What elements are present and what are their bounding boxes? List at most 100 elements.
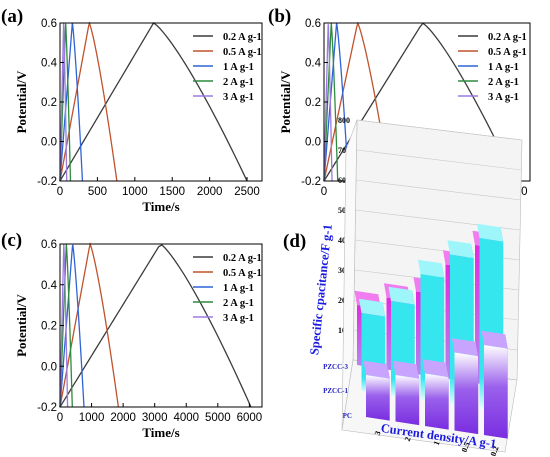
legend-entry-4: 3 A g-1 — [223, 313, 254, 324]
x-tick-label: 0 — [321, 186, 327, 198]
gcd-curve-0 — [59, 22, 248, 182]
panel-label: (d) — [283, 231, 306, 252]
z-tick-label: 500 — [338, 206, 350, 215]
row-label: PZCC-1 — [323, 387, 348, 395]
bar-top — [452, 338, 479, 357]
y-tick-label: 0.6 — [305, 18, 321, 30]
y-tick-label: -0.2 — [37, 402, 57, 414]
z-tick-label: 700 — [338, 146, 350, 155]
x-tick-label: 1000 — [122, 186, 148, 198]
gcd-curve-1 — [323, 21, 391, 182]
panel-a: (a) -0.2 0.0 0.2 0.4 0.6 0 500 1000 1500 2000 2500 T… — [1, 6, 263, 214]
legend-entry-3: 2 A g-1 — [223, 298, 254, 309]
y-tick-label: 0.4 — [41, 58, 58, 70]
panel-label: (a) — [1, 6, 23, 27]
x-tick-label: 6000 — [237, 412, 263, 424]
x-tick-label: 2500 — [234, 186, 260, 198]
category-tick-label: 2 — [403, 436, 413, 443]
legend-entry-1: 0.5 A g-1 — [223, 268, 262, 279]
legend-entry-3: 2 A g-1 — [488, 77, 519, 88]
gcd-curve-0 — [59, 244, 252, 408]
legend-entry-2: 1 A g-1 — [223, 62, 254, 73]
x-axis-title: Time/s — [142, 199, 179, 214]
panel-c: (c) -0.2 0.0 0.2 0.4 0.6 0 1000 2000 3000 4000 5000… — [1, 230, 263, 440]
category-tick-label: 1 — [432, 440, 442, 447]
row-label: PC — [343, 412, 352, 420]
x-tick-label: 1000 — [79, 412, 105, 424]
x-tick-label: 500 — [88, 186, 107, 198]
bar-top — [447, 240, 474, 259]
x-axis-title: Time/s — [142, 425, 179, 440]
gcd-curve-4 — [59, 22, 68, 182]
x-tick-label: 0 — [57, 412, 63, 424]
y-axis-title: Potential/V — [278, 70, 293, 133]
panel-label: (c) — [1, 230, 22, 251]
bar-top — [363, 360, 390, 379]
bar — [454, 352, 479, 435]
z-tick-label: 800 — [338, 116, 350, 125]
gridline — [356, 119, 523, 141]
y-tick-label: 0.6 — [41, 239, 57, 251]
panel-d: (d)0100200300400500600700800PCPZCC-1PZCC… — [283, 116, 523, 457]
y-tick-label: 0.4 — [41, 280, 58, 292]
y-tick-label: 0.6 — [41, 18, 57, 30]
legend-entry-0: 0.2 A g-1 — [223, 253, 262, 264]
legend-entry-2: 1 A g-1 — [488, 62, 519, 73]
legend-entry-1: 0.5 A g-1 — [488, 47, 527, 58]
legend-entry-1: 0.5 A g-1 — [223, 47, 262, 58]
bar-top — [393, 360, 420, 379]
y-tick-label: -0.2 — [37, 176, 57, 188]
gcd-curve-3 — [323, 23, 339, 182]
gcd-curve-3 — [59, 244, 73, 408]
panel-label: (b) — [268, 6, 291, 27]
legend-entry-3: 2 A g-1 — [223, 77, 254, 88]
bar-top — [418, 259, 445, 278]
bar-top — [388, 286, 415, 305]
bar — [425, 373, 449, 430]
gcd-curve-2 — [59, 22, 84, 182]
bar-top — [422, 359, 449, 378]
y-tick-label: 0.2 — [305, 97, 321, 109]
legend-entry-4: 3 A g-1 — [223, 92, 254, 103]
y-axis-title: Specific cpacitance/F g-1 — [307, 223, 335, 355]
legend-entry-2: 1 A g-1 — [223, 283, 254, 294]
row-label: PZCC-3 — [323, 363, 348, 371]
x-tick-label: 5000 — [205, 412, 231, 424]
category-tick-label: 0.5 — [460, 441, 472, 453]
legend-entry-4: 3 A g-1 — [488, 92, 519, 103]
bar-top — [481, 330, 508, 349]
category-tick-label: 3 — [373, 430, 383, 437]
x-tick-label: 0 — [57, 186, 63, 198]
category-tick-label: 0.2 — [489, 445, 501, 457]
legend-entry-0: 0.2 A g-1 — [488, 32, 527, 43]
gcd-curve-1 — [59, 242, 120, 408]
legend-entry-0: 0.2 A g-1 — [223, 32, 262, 43]
bar-top — [359, 298, 386, 317]
x-tick-label: 2000 — [197, 186, 223, 198]
bar-top — [477, 223, 504, 242]
y-tick-label: 0.2 — [41, 321, 57, 333]
y-tick-label: -0.2 — [301, 176, 321, 188]
y-tick-label: 0.0 — [305, 137, 321, 149]
y-tick-label: 0.0 — [41, 137, 57, 149]
gcd-curve-2 — [323, 22, 350, 182]
y-tick-label: 0.2 — [41, 97, 57, 109]
bar — [484, 345, 508, 439]
y-axis-title: Potential/V — [14, 70, 29, 133]
gridline — [355, 179, 521, 201]
gridline — [356, 149, 522, 171]
x-tick-label: 4000 — [173, 412, 199, 424]
bar — [395, 375, 420, 426]
z-tick-label: 600 — [338, 176, 350, 185]
y-tick-label: 0.4 — [305, 58, 322, 70]
bar — [366, 375, 390, 421]
x-tick-label: 1500 — [159, 186, 185, 198]
y-tick-label: 0.0 — [41, 361, 57, 373]
gcd-curve-4 — [323, 24, 333, 182]
z-tick-label: 400 — [338, 236, 350, 245]
x-tick-label: 2000 — [110, 412, 136, 424]
x-tick-label: 3000 — [142, 412, 168, 424]
y-axis-title: Potential/V — [14, 293, 29, 356]
gcd-curve-2 — [59, 244, 85, 408]
